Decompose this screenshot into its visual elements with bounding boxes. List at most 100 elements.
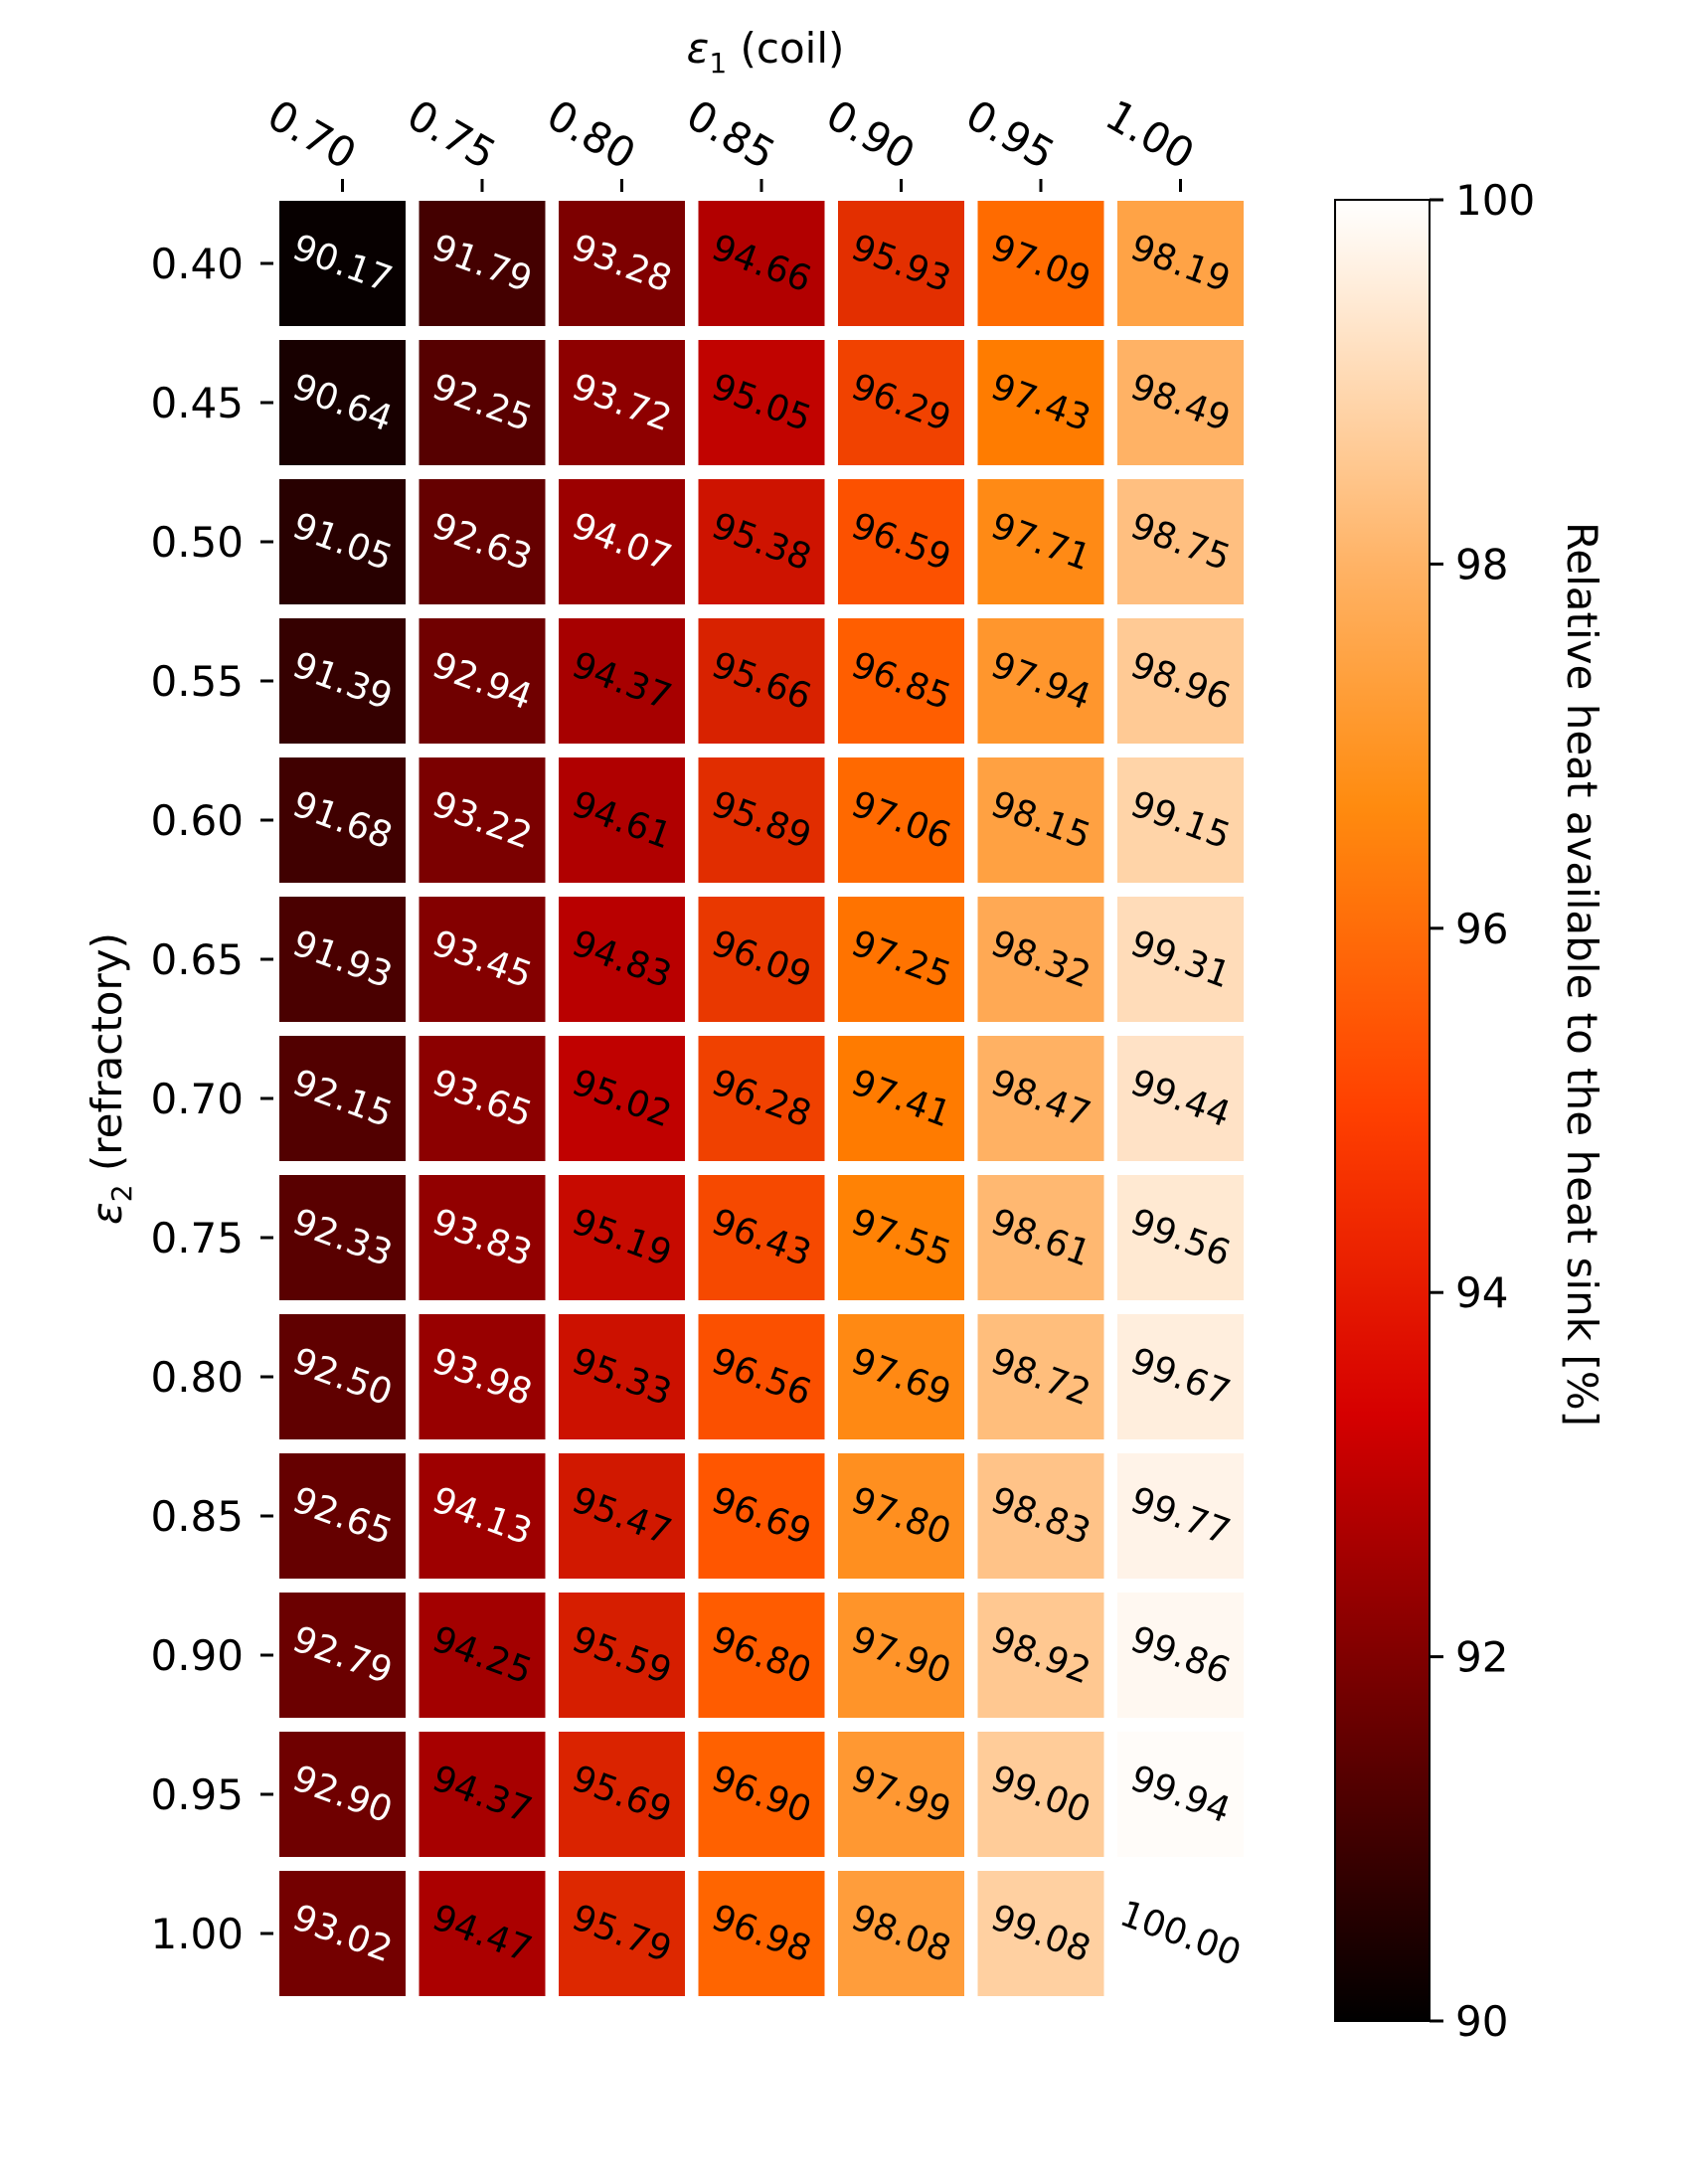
colorbar-tick-label: 90	[1455, 1997, 1508, 2046]
y-tick-label: 0.50	[150, 518, 244, 567]
y-tick-label: 0.90	[150, 1631, 244, 1680]
heatmap-cell	[279, 340, 406, 465]
heatmap-cell	[1117, 1593, 1244, 1718]
y-tick-label: 0.60	[150, 796, 244, 845]
heatmap-cell	[838, 1871, 964, 1996]
colorbar-tick-label: 92	[1455, 1633, 1508, 1682]
heatmap-cell	[419, 340, 546, 465]
y-tick-label: 0.40	[150, 240, 244, 288]
x-axis-label: ε1 (coil)	[687, 24, 845, 80]
colorbar-tick-label: 94	[1455, 1268, 1508, 1317]
heatmap-cell	[838, 1732, 964, 1857]
y-tick-label: 0.65	[150, 935, 244, 984]
heatmap-cell	[279, 201, 406, 326]
heatmap-cell	[559, 1175, 685, 1300]
heatmap-cell	[698, 1871, 825, 1996]
heatmap-cell	[977, 1175, 1104, 1300]
heatmap-cell	[698, 897, 825, 1022]
heatmap-cell	[1117, 479, 1244, 604]
heatmap-cell	[1117, 1453, 1244, 1579]
heatmap-cells: 90.17 91.79 93.28 94.66 95.93 97.09 98.1990.64…	[279, 201, 1247, 1996]
heatmap-cell	[698, 757, 825, 883]
heatmap-cell	[977, 1593, 1104, 1718]
x-tick-label: 1.00	[1097, 90, 1202, 179]
heatmap-cell	[977, 1732, 1104, 1857]
heatmap-cell	[559, 1732, 685, 1857]
x-tick-label: 0.75	[400, 90, 504, 179]
heatmap-cell	[977, 1453, 1104, 1579]
heatmap-cell	[698, 1732, 825, 1857]
heatmap-cell	[279, 479, 406, 604]
heatmap-cell	[838, 1593, 964, 1718]
heatmap-cell	[977, 897, 1104, 1022]
heatmap-cell	[279, 1453, 406, 1579]
heatmap-cell	[279, 618, 406, 744]
colorbar: 90 92 94 96 98 100	[1334, 176, 1535, 2046]
x-tick-label: 0.85	[679, 90, 783, 179]
heatmap-cell	[559, 1036, 685, 1161]
heatmap-cell	[279, 757, 406, 883]
heatmap-cell	[419, 1871, 546, 1996]
heatmap-cell	[559, 1453, 685, 1579]
colorbar-label: Relative heat available to the heat sink…	[1558, 522, 1606, 1427]
heatmap-cell	[419, 479, 546, 604]
x-axis: 0.70 0.75 0.80 0.85 0.90 0.95 1.00	[259, 90, 1202, 192]
heatmap-cell	[559, 1593, 685, 1718]
heatmap-cell	[1117, 340, 1244, 465]
heatmap-cell	[419, 757, 546, 883]
heatmap-cell	[419, 1593, 546, 1718]
heatmap-cell	[838, 1175, 964, 1300]
heatmap-cell	[279, 1036, 406, 1161]
heatmap-cell	[419, 1732, 546, 1857]
heatmap-cell	[1117, 757, 1244, 883]
heatmap-cell	[559, 479, 685, 604]
heatmap-cell	[698, 340, 825, 465]
heatmap-cell	[279, 1732, 406, 1857]
y-axis-label: ε2 (refractory)	[83, 932, 138, 1225]
heatmap-cell	[559, 897, 685, 1022]
heatmap-cell	[838, 897, 964, 1022]
heatmap-cell	[1117, 201, 1244, 326]
heatmap-cell	[977, 1314, 1104, 1439]
x-tick-label: 0.95	[958, 90, 1063, 179]
heatmap-cell	[838, 1453, 964, 1579]
heatmap-cell	[559, 1314, 685, 1439]
y-tick-label: 0.95	[150, 1770, 244, 1819]
y-tick-label: 1.00	[150, 1910, 244, 1958]
heatmap-cell	[559, 201, 685, 326]
heatmap-cell	[1117, 1871, 1244, 1996]
colorbar-tick-label: 100	[1455, 176, 1535, 225]
heatmap-cell	[838, 757, 964, 883]
heatmap-cell	[559, 340, 685, 465]
heatmap-cell	[838, 479, 964, 604]
y-axis: 0.40 0.45 0.50 0.55 0.60 0.65 0.70 0.75 0.80 0.85…	[150, 240, 273, 1958]
heatmap-cell	[419, 201, 546, 326]
heatmap-cell	[419, 618, 546, 744]
heatmap-cell	[698, 618, 825, 744]
y-tick-label: 0.45	[150, 379, 244, 427]
heatmap-cell	[419, 1453, 546, 1579]
heatmap-cell	[1117, 897, 1244, 1022]
heatmap-cell	[279, 1314, 406, 1439]
colorbar-ticks: 90 92 94 96 98 100	[1430, 176, 1535, 2046]
heatmap-cell	[977, 340, 1104, 465]
heatmap-cell	[698, 1453, 825, 1579]
heatmap-cell	[698, 1175, 825, 1300]
heatmap-cell	[419, 1175, 546, 1300]
heatmap-cell	[977, 618, 1104, 744]
heatmap-cell	[698, 1036, 825, 1161]
colorbar-gradient	[1334, 199, 1431, 2022]
heatmap-cell	[977, 479, 1104, 604]
heatmap-cell	[977, 1871, 1104, 1996]
heatmap-cell	[1117, 618, 1244, 744]
heatmap-cell	[977, 1036, 1104, 1161]
heatmap-cell	[698, 201, 825, 326]
y-tick-label: 0.55	[150, 657, 244, 706]
y-tick-label: 0.75	[150, 1214, 244, 1262]
heatmap-cell	[419, 897, 546, 1022]
heatmap-cell	[279, 1593, 406, 1718]
heatmap-cell	[559, 757, 685, 883]
heatmap-cell	[419, 1314, 546, 1439]
heatmap-cell	[419, 1036, 546, 1161]
